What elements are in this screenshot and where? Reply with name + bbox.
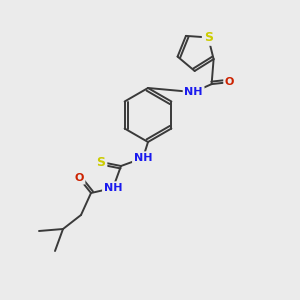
Text: NH: NH <box>184 87 203 97</box>
Text: S: S <box>204 31 213 44</box>
Text: O: O <box>74 173 84 183</box>
Text: O: O <box>225 77 234 87</box>
Text: S: S <box>97 155 106 169</box>
Text: NH: NH <box>134 153 152 163</box>
Text: NH: NH <box>104 183 122 193</box>
